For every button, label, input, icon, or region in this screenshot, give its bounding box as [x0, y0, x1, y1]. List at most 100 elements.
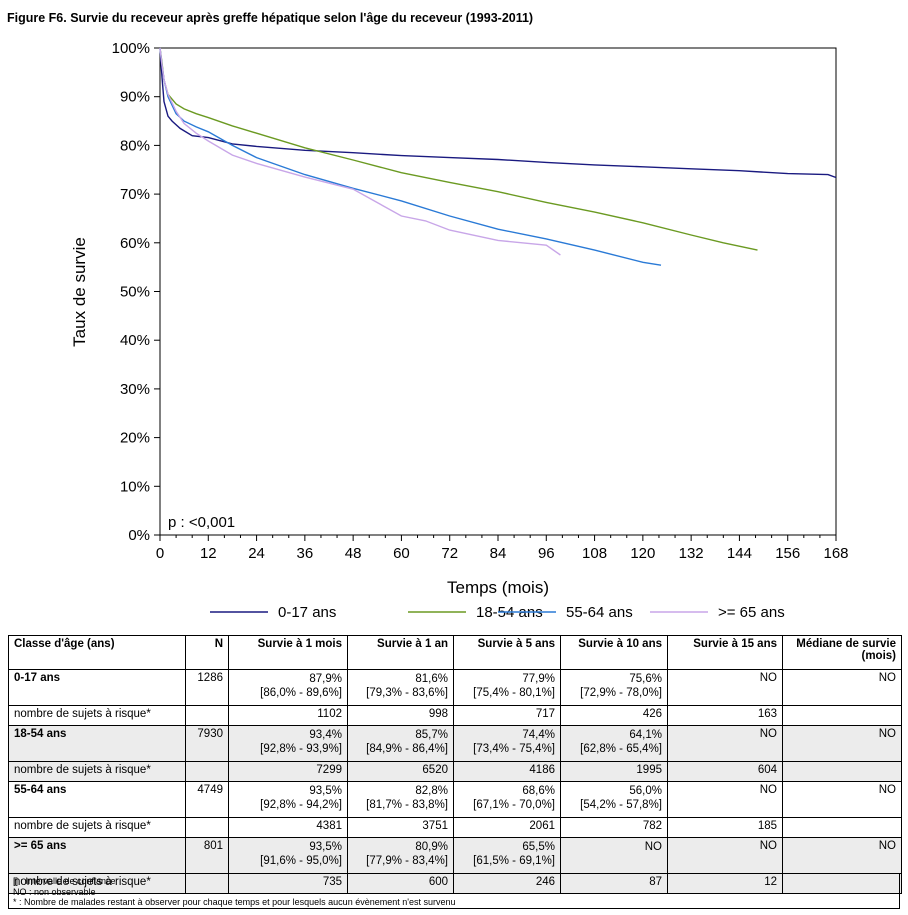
y-tick-label: 50%: [120, 284, 150, 301]
note-subjects-at-risk: * : Nombre de malades restant à observer…: [13, 897, 456, 907]
x-tick-label: 96: [538, 545, 555, 562]
table-row-risk-2: nombre de sujets à risque* 4381 3751 206…: [8, 817, 902, 838]
y-tick-label: 100%: [112, 40, 150, 57]
cell-median: NO: [782, 781, 902, 818]
ci: [75,4% - 80,1%]: [473, 687, 555, 699]
y-tick-label: 0%: [128, 527, 150, 544]
value: 80,9%: [415, 841, 448, 853]
value: 77,9%: [522, 673, 555, 685]
cell-survival-1y: 80,9% [77,9% - 83,4%]: [347, 837, 454, 874]
risk-empty: [185, 761, 229, 782]
risk-empty: [185, 817, 229, 838]
risk-5y: 4186: [453, 761, 561, 782]
ci: [62,8% - 65,4%]: [580, 743, 662, 755]
risk-1m: 7299: [228, 761, 348, 782]
risk-5y: 717: [453, 705, 561, 726]
x-tick-label: 72: [441, 545, 458, 562]
value: 87,9%: [309, 673, 342, 685]
risk-1m: 4381: [228, 817, 348, 838]
value: 93,5%: [309, 841, 342, 853]
risk-1y: 600: [347, 873, 454, 894]
cell-survival-1y: 85,7% [84,9% - 86,4%]: [347, 725, 454, 762]
x-tick-label: 60: [393, 545, 410, 562]
table-row-risk-1: nombre de sujets à risque* 7299 6520 418…: [8, 761, 902, 782]
header-survival-1m: Survie à 1 mois: [228, 635, 348, 670]
header-age-class: Classe d'âge (ans): [8, 635, 186, 670]
value: 56,0%: [629, 785, 662, 797]
risk-10y: 782: [560, 817, 668, 838]
table-row-group-0: 0-17 ans 1286 87,9% [86,0% - 89,6%] 81,6%…: [8, 669, 902, 706]
legend: 0-17 ans 18-54 ans 55-64 ans >= 65 ans: [210, 604, 785, 621]
legend-label-0: 0-17 ans: [278, 604, 336, 621]
ci: [84,9% - 86,4%]: [366, 743, 448, 755]
risk-1m: 1102: [228, 705, 348, 726]
group-n: 4749: [185, 781, 229, 818]
x-tick-label: 132: [679, 545, 704, 562]
value: 85,7%: [415, 729, 448, 741]
risk-label: nombre de sujets à risque*: [8, 817, 186, 838]
risk-5y: 246: [453, 873, 561, 894]
table-header-row: Classe d'âge (ans) N Survie à 1 mois Sur…: [8, 635, 902, 670]
cell-survival-15y: NO: [667, 725, 783, 762]
risk-15y: 185: [667, 817, 783, 838]
ci: [92,8% - 94,2%]: [260, 799, 342, 811]
header-survival-10y: Survie à 10 ans: [560, 635, 668, 670]
risk-label: nombre de sujets à risque*: [8, 705, 186, 726]
value: 74,4%: [522, 729, 555, 741]
x-tick-label: 168: [823, 545, 848, 562]
ci: [72,9% - 78,0%]: [580, 687, 662, 699]
header-survival-5y: Survie à 5 ans: [453, 635, 561, 670]
value: 93,5%: [309, 785, 342, 797]
y-axis: 0% 10% 20% 30% 40% 50% 60% 70% 80% 90% 100%: [112, 40, 160, 544]
value: 81,6%: [415, 673, 448, 685]
x-tick-label: 144: [727, 545, 752, 562]
cell-median: NO: [782, 837, 902, 874]
cell-survival-1y: 82,8% [81,7% - 83,8%]: [347, 781, 454, 818]
series-line-2: [159, 47, 662, 266]
value: 75,6%: [629, 673, 662, 685]
y-tick-label: 20%: [120, 430, 150, 447]
table-notes: [] : Intervalle de confiance NO : non ob…: [8, 873, 900, 909]
x-tick-label: 108: [582, 545, 607, 562]
survival-chart: 0% 10% 20% 30% 40% 50% 60% 70% 80% 90% 100% 0 12 24 3…: [70, 40, 849, 621]
cell-survival-5y: 77,9% [75,4% - 80,1%]: [453, 669, 561, 706]
risk-empty: [782, 873, 902, 894]
y-tick-label: 70%: [120, 186, 150, 203]
ci: [79,3% - 83,6%]: [366, 687, 448, 699]
x-tick-label: 24: [248, 545, 265, 562]
risk-10y: 1995: [560, 761, 668, 782]
table-row-group-1: 18-54 ans 7930 93,4% [92,8% - 93,9%] 85,7…: [8, 725, 902, 762]
legend-label-2: 55-64 ans: [566, 604, 633, 621]
legend-label-3: >= 65 ans: [718, 604, 785, 621]
group-label: 55-64 ans: [8, 781, 186, 818]
x-tick-label: 36: [297, 545, 314, 562]
y-tick-label: 90%: [120, 89, 150, 106]
risk-1y: 998: [347, 705, 454, 726]
table-row-group-3: >= 65 ans 801 93,5% [91,6% - 95,0%] 80,9%…: [8, 837, 902, 874]
risk-label: nombre de sujets à risque*: [8, 873, 186, 894]
y-tick-label: 10%: [120, 478, 150, 495]
cell-survival-1m: 87,9% [86,0% - 89,6%]: [228, 669, 348, 706]
y-axis-label: Taux de survie: [70, 237, 89, 347]
cell-survival-1y: 81,6% [79,3% - 83,6%]: [347, 669, 454, 706]
cell-survival-15y: NO: [667, 669, 783, 706]
y-tick-label: 60%: [120, 235, 150, 252]
risk-15y: 604: [667, 761, 783, 782]
cell-median: NO: [782, 669, 902, 706]
ci: [81,7% - 83,8%]: [366, 799, 448, 811]
x-tick-label: 0: [156, 545, 164, 562]
group-n: 7930: [185, 725, 229, 762]
risk-15y: 12: [667, 873, 783, 894]
p-value-annotation: p : <0,001: [168, 514, 235, 531]
y-tick-label: 80%: [120, 137, 150, 154]
x-axis: 0 12 24 36 48 60 72 84 96 108 120 132 144 156 168: [156, 535, 849, 562]
ci: [91,6% - 95,0%]: [260, 855, 342, 867]
group-label: >= 65 ans: [8, 837, 186, 874]
risk-empty: [782, 705, 902, 726]
series-line-0: [159, 47, 837, 179]
ci: [61,5% - 69,1%]: [473, 855, 555, 867]
value: NO: [644, 841, 662, 853]
risk-label: nombre de sujets à risque*: [8, 761, 186, 782]
group-n: 801: [185, 837, 229, 874]
value: 64,1%: [629, 729, 662, 741]
